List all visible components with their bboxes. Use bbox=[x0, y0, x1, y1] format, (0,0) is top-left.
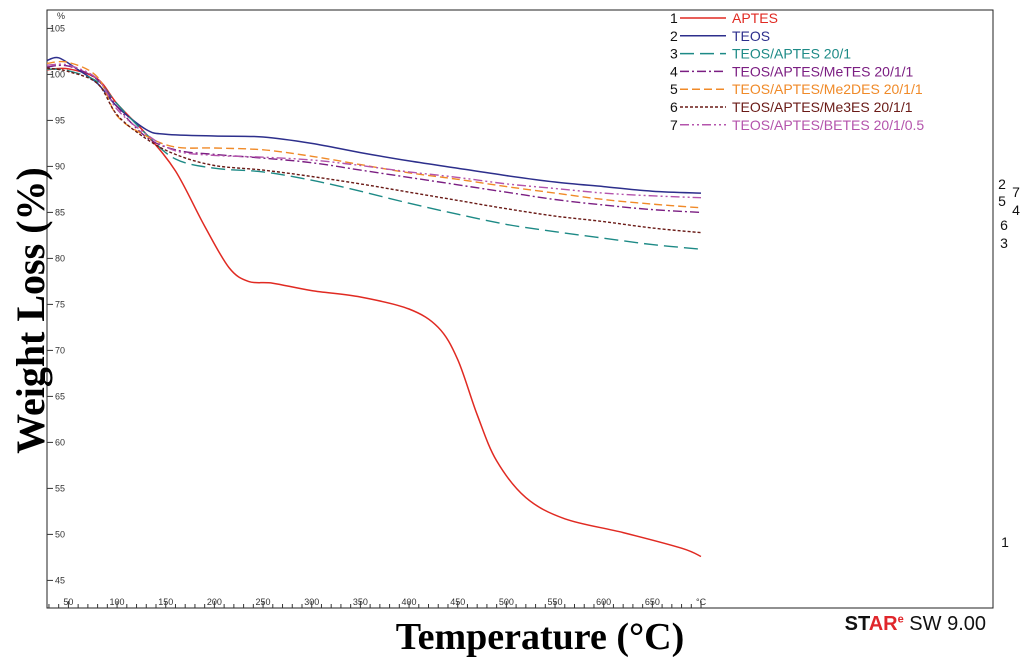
legend-label-6: TEOS/APTES/Me3ES 20/1/1 bbox=[732, 99, 913, 115]
x-tick-label: 300 bbox=[304, 597, 319, 607]
x-tick-label: 100 bbox=[110, 597, 125, 607]
brand-version: SW 9.00 bbox=[903, 613, 986, 635]
series-line-5 bbox=[46, 60, 702, 209]
y-axis-title: Weight Loss (%) bbox=[7, 166, 53, 454]
end-label-2: 2 bbox=[998, 176, 1006, 192]
series-line-6 bbox=[46, 67, 702, 234]
y-tick-label: 85 bbox=[55, 207, 65, 217]
brand-ar: AR bbox=[868, 613, 898, 635]
y-tick-label: 75 bbox=[55, 299, 65, 309]
y-tick-label: 65 bbox=[55, 391, 65, 401]
plot-frame bbox=[46, 9, 994, 609]
x-tick-label: 200 bbox=[207, 597, 222, 607]
legend-number-2: 2 bbox=[670, 28, 678, 44]
y-tick-label: 50 bbox=[55, 529, 65, 539]
end-label-5: 5 bbox=[998, 193, 1006, 209]
legend-number-1: 1 bbox=[670, 10, 678, 26]
x-tick-label: °C bbox=[696, 597, 707, 607]
end-label-6: 6 bbox=[1000, 217, 1008, 233]
end-label-4: 4 bbox=[1012, 202, 1020, 218]
x-tick-label: 250 bbox=[256, 597, 271, 607]
x-tick-label: 650 bbox=[645, 597, 660, 607]
y-tick-label: 70 bbox=[55, 345, 65, 355]
legend-label-2: TEOS bbox=[732, 28, 770, 44]
legend-number-4: 4 bbox=[670, 63, 678, 79]
x-tick-label: 500 bbox=[499, 597, 514, 607]
legend-label-5: TEOS/APTES/Me2DES 20/1/1 bbox=[732, 81, 923, 97]
brand-st: ST bbox=[844, 613, 869, 635]
end-labels: 1 2 3 45 6 7 bbox=[998, 176, 1020, 550]
x-tick-label: 400 bbox=[402, 597, 417, 607]
series-line-3 bbox=[46, 68, 702, 250]
end-label-1: 1 bbox=[1001, 534, 1009, 550]
series-line-7 bbox=[46, 63, 702, 199]
y-tick-label: 80 bbox=[55, 253, 65, 263]
x-tick-label: 150 bbox=[158, 597, 173, 607]
y-tick-label: 100 bbox=[50, 69, 65, 79]
x-axis: 50 100 150 200 250 300 350 400 450 500 550 600 650 °C bbox=[48, 597, 707, 608]
y-unit-label: % bbox=[57, 11, 65, 21]
legend-label-4: TEOS/APTES/MeTES 20/1/1 bbox=[732, 63, 914, 79]
legend-number-5: 5 bbox=[670, 81, 678, 97]
series-line-4 bbox=[46, 64, 702, 214]
x-tick-label: 450 bbox=[450, 597, 465, 607]
x-tick-label: 50 bbox=[63, 597, 73, 607]
y-tick-label: 55 bbox=[55, 483, 65, 493]
brand-e: e bbox=[897, 613, 904, 626]
y-axis-title-wrap: Weight Loss (%) bbox=[0, 0, 60, 620]
legend-label-7: TEOS/APTES/BETES 20/1/0.5 bbox=[732, 117, 924, 133]
legend-label-3: TEOS/APTES 20/1 bbox=[732, 46, 851, 62]
end-label-3: 3 bbox=[1000, 235, 1008, 251]
x-tick-label: 600 bbox=[596, 597, 611, 607]
x-axis-title: Temperature (°C) bbox=[395, 616, 685, 658]
series-line-1 bbox=[46, 67, 702, 558]
series-layer bbox=[46, 56, 702, 558]
legend-label-1: APTES bbox=[732, 10, 778, 26]
x-tick-label: 350 bbox=[353, 597, 368, 607]
y-axis: % 45 50 55 60 65 70 75 80 85 90 95 100 105 bbox=[47, 11, 65, 585]
y-tick-label: 95 bbox=[55, 115, 65, 125]
y-tick-label: 105 bbox=[50, 23, 65, 33]
y-tick-label: 45 bbox=[55, 575, 65, 585]
software-brand: STARe SW 9.00 bbox=[845, 613, 986, 636]
y-tick-label: 60 bbox=[55, 437, 65, 447]
end-label-7: 7 bbox=[1012, 184, 1020, 200]
x-tick-label: 550 bbox=[548, 597, 563, 607]
legend-number-7: 7 bbox=[670, 117, 678, 133]
legend-number-3: 3 bbox=[670, 46, 678, 62]
y-tick-label: 90 bbox=[55, 161, 65, 171]
legend: 1 APTES 2 TEOS 3 TEOS/APTES 20/1 4 TEOS/APTES/M… bbox=[670, 10, 924, 133]
legend-number-6: 6 bbox=[670, 99, 678, 115]
